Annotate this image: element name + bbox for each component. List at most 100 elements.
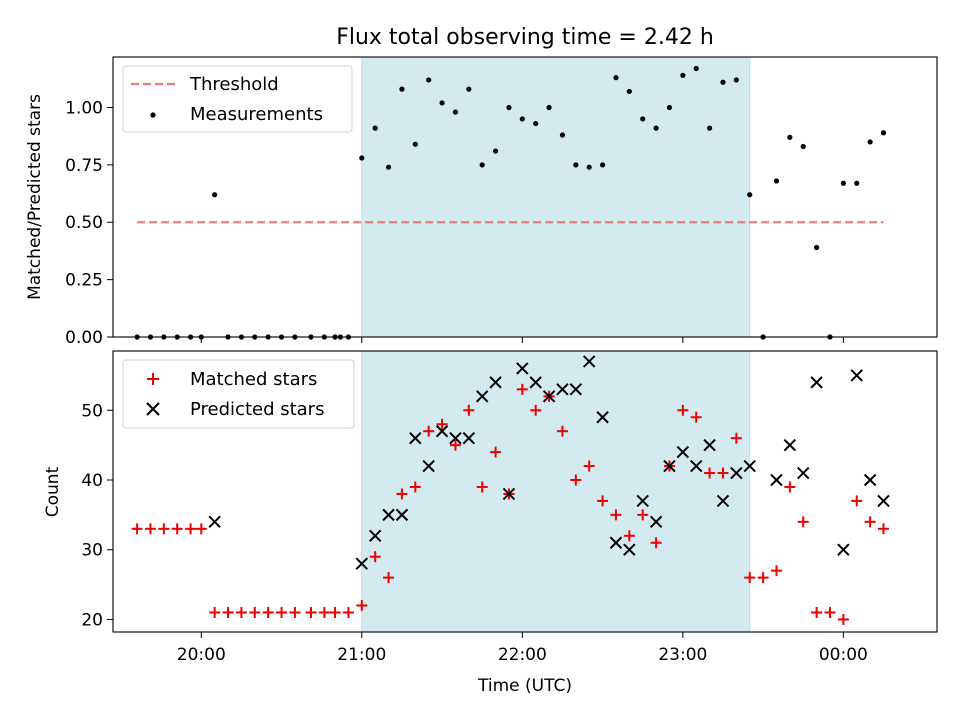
top-plot-axes: 0.00 0.25 0.50 0.75 1.00 <box>65 56 938 348</box>
measurement-point <box>666 104 673 111</box>
predicted-stars-point <box>516 362 529 375</box>
bottom-series-2 <box>208 355 890 570</box>
measurement-point <box>573 162 579 168</box>
predicted-stars-point <box>743 459 756 473</box>
matched-stars-point <box>837 613 849 625</box>
measurement-point <box>412 141 418 147</box>
legend-predicted-label: Predicted stars <box>190 399 324 420</box>
bottom-highlight-span <box>361 350 751 633</box>
legend-measurements-swatch <box>150 112 156 118</box>
top-highlight-span <box>361 56 751 338</box>
legend-matched-swatch <box>147 373 159 385</box>
x-tick-label: 20:00 <box>177 645 226 665</box>
measurement-point <box>720 79 726 85</box>
matched-stars-point <box>677 404 689 416</box>
measurement-point <box>840 180 846 186</box>
predicted-stars-point <box>609 536 623 549</box>
flux-ratio-panel: Flux total observing time = 2.42 h 0.000… <box>25 25 938 348</box>
matched-stars-point <box>369 551 381 563</box>
matched-stars-point <box>209 606 221 618</box>
matched-stars-point <box>342 606 354 618</box>
bottom-plot-frame <box>112 350 938 633</box>
legend-measurements-label: Measurements <box>190 104 323 125</box>
legend-matched-label: Matched stars <box>190 369 317 390</box>
predicted-stars-point <box>355 557 369 570</box>
measurement-point <box>586 164 592 170</box>
measurement-point <box>479 162 485 168</box>
predicted-stars-point <box>449 431 462 445</box>
matched-stars-point <box>235 606 247 618</box>
predicted-stars-point <box>663 459 676 473</box>
matched-stars-point <box>356 600 368 612</box>
predicted-stars-point <box>542 390 556 403</box>
matched-stars-point <box>637 509 649 521</box>
bottom-y-tick-label: 20 <box>81 610 103 630</box>
bottom-plot-background <box>361 350 751 633</box>
measurement-point <box>680 72 686 78</box>
predicted-stars-point <box>850 369 863 382</box>
measurement-point <box>733 77 739 83</box>
measurement-point <box>867 139 873 145</box>
predicted-stars-point <box>716 494 730 508</box>
matched-stars-point <box>144 523 156 535</box>
measurement-point <box>439 100 445 106</box>
matched-stars-point <box>249 606 261 618</box>
measurement-point <box>506 104 512 111</box>
predicted-stars-point <box>475 390 489 403</box>
predicted-stars-point <box>368 529 382 542</box>
matched-stars-point <box>597 495 609 507</box>
measurement-point <box>880 130 887 136</box>
measurement-point <box>787 134 793 140</box>
measurement-point <box>426 77 432 83</box>
matched-stars-point <box>570 474 582 486</box>
bottom-y-tick-label: 50 <box>81 401 103 421</box>
predicted-stars-point <box>810 376 823 389</box>
matched-stars-point <box>530 404 542 416</box>
predicted-stars-point <box>690 459 703 473</box>
matched-stars-point <box>851 495 863 507</box>
measurement-point <box>626 88 632 95</box>
predicted-stars-point <box>409 431 422 445</box>
matched-stars-point <box>185 523 197 535</box>
predicted-stars-point <box>583 355 596 368</box>
matched-stars-point <box>409 481 421 493</box>
measurement-point <box>533 120 539 127</box>
bottom-y-tick-label: 30 <box>81 541 103 561</box>
predicted-stars-point <box>462 431 476 445</box>
predicted-stars-point <box>837 543 850 556</box>
predicted-stars-point <box>489 376 502 389</box>
measurement-point <box>546 104 552 111</box>
matched-stars-point <box>383 572 395 584</box>
measurement-point <box>212 192 218 198</box>
measurement-point <box>519 116 525 122</box>
matched-stars-point <box>222 606 234 618</box>
bottom-series-1 <box>131 383 889 625</box>
bottom-legend: Matched stars Predicted stars <box>122 359 355 429</box>
measurement-point <box>599 162 606 168</box>
matched-stars-point <box>811 606 823 618</box>
matched-stars-point <box>824 606 836 618</box>
bottom-plot-marks <box>131 355 890 625</box>
matched-stars-point <box>864 516 876 528</box>
measurement-point <box>640 116 646 122</box>
predicted-stars-point <box>569 383 583 396</box>
measurement-point <box>706 125 713 131</box>
predicted-stars-point <box>703 438 716 452</box>
measurement-point <box>359 155 365 161</box>
matched-stars-point <box>877 523 889 535</box>
legend-predicted-swatch <box>146 402 160 416</box>
matched-stars-point <box>329 606 341 618</box>
predicted-stars-point <box>395 508 409 522</box>
x-axis-label: Time (UTC) <box>477 676 572 696</box>
matched-stars-point <box>262 606 274 618</box>
matched-stars-point <box>610 509 622 521</box>
predicted-stars-point <box>877 494 890 508</box>
measurement-point <box>653 125 659 131</box>
measurement-point <box>385 164 392 170</box>
measurement-point <box>452 109 459 115</box>
predicted-stars-point <box>863 473 877 487</box>
bottom-y-tick-label: 40 <box>81 471 103 491</box>
matched-stars-point <box>305 606 317 618</box>
matched-stars-point <box>490 446 502 458</box>
